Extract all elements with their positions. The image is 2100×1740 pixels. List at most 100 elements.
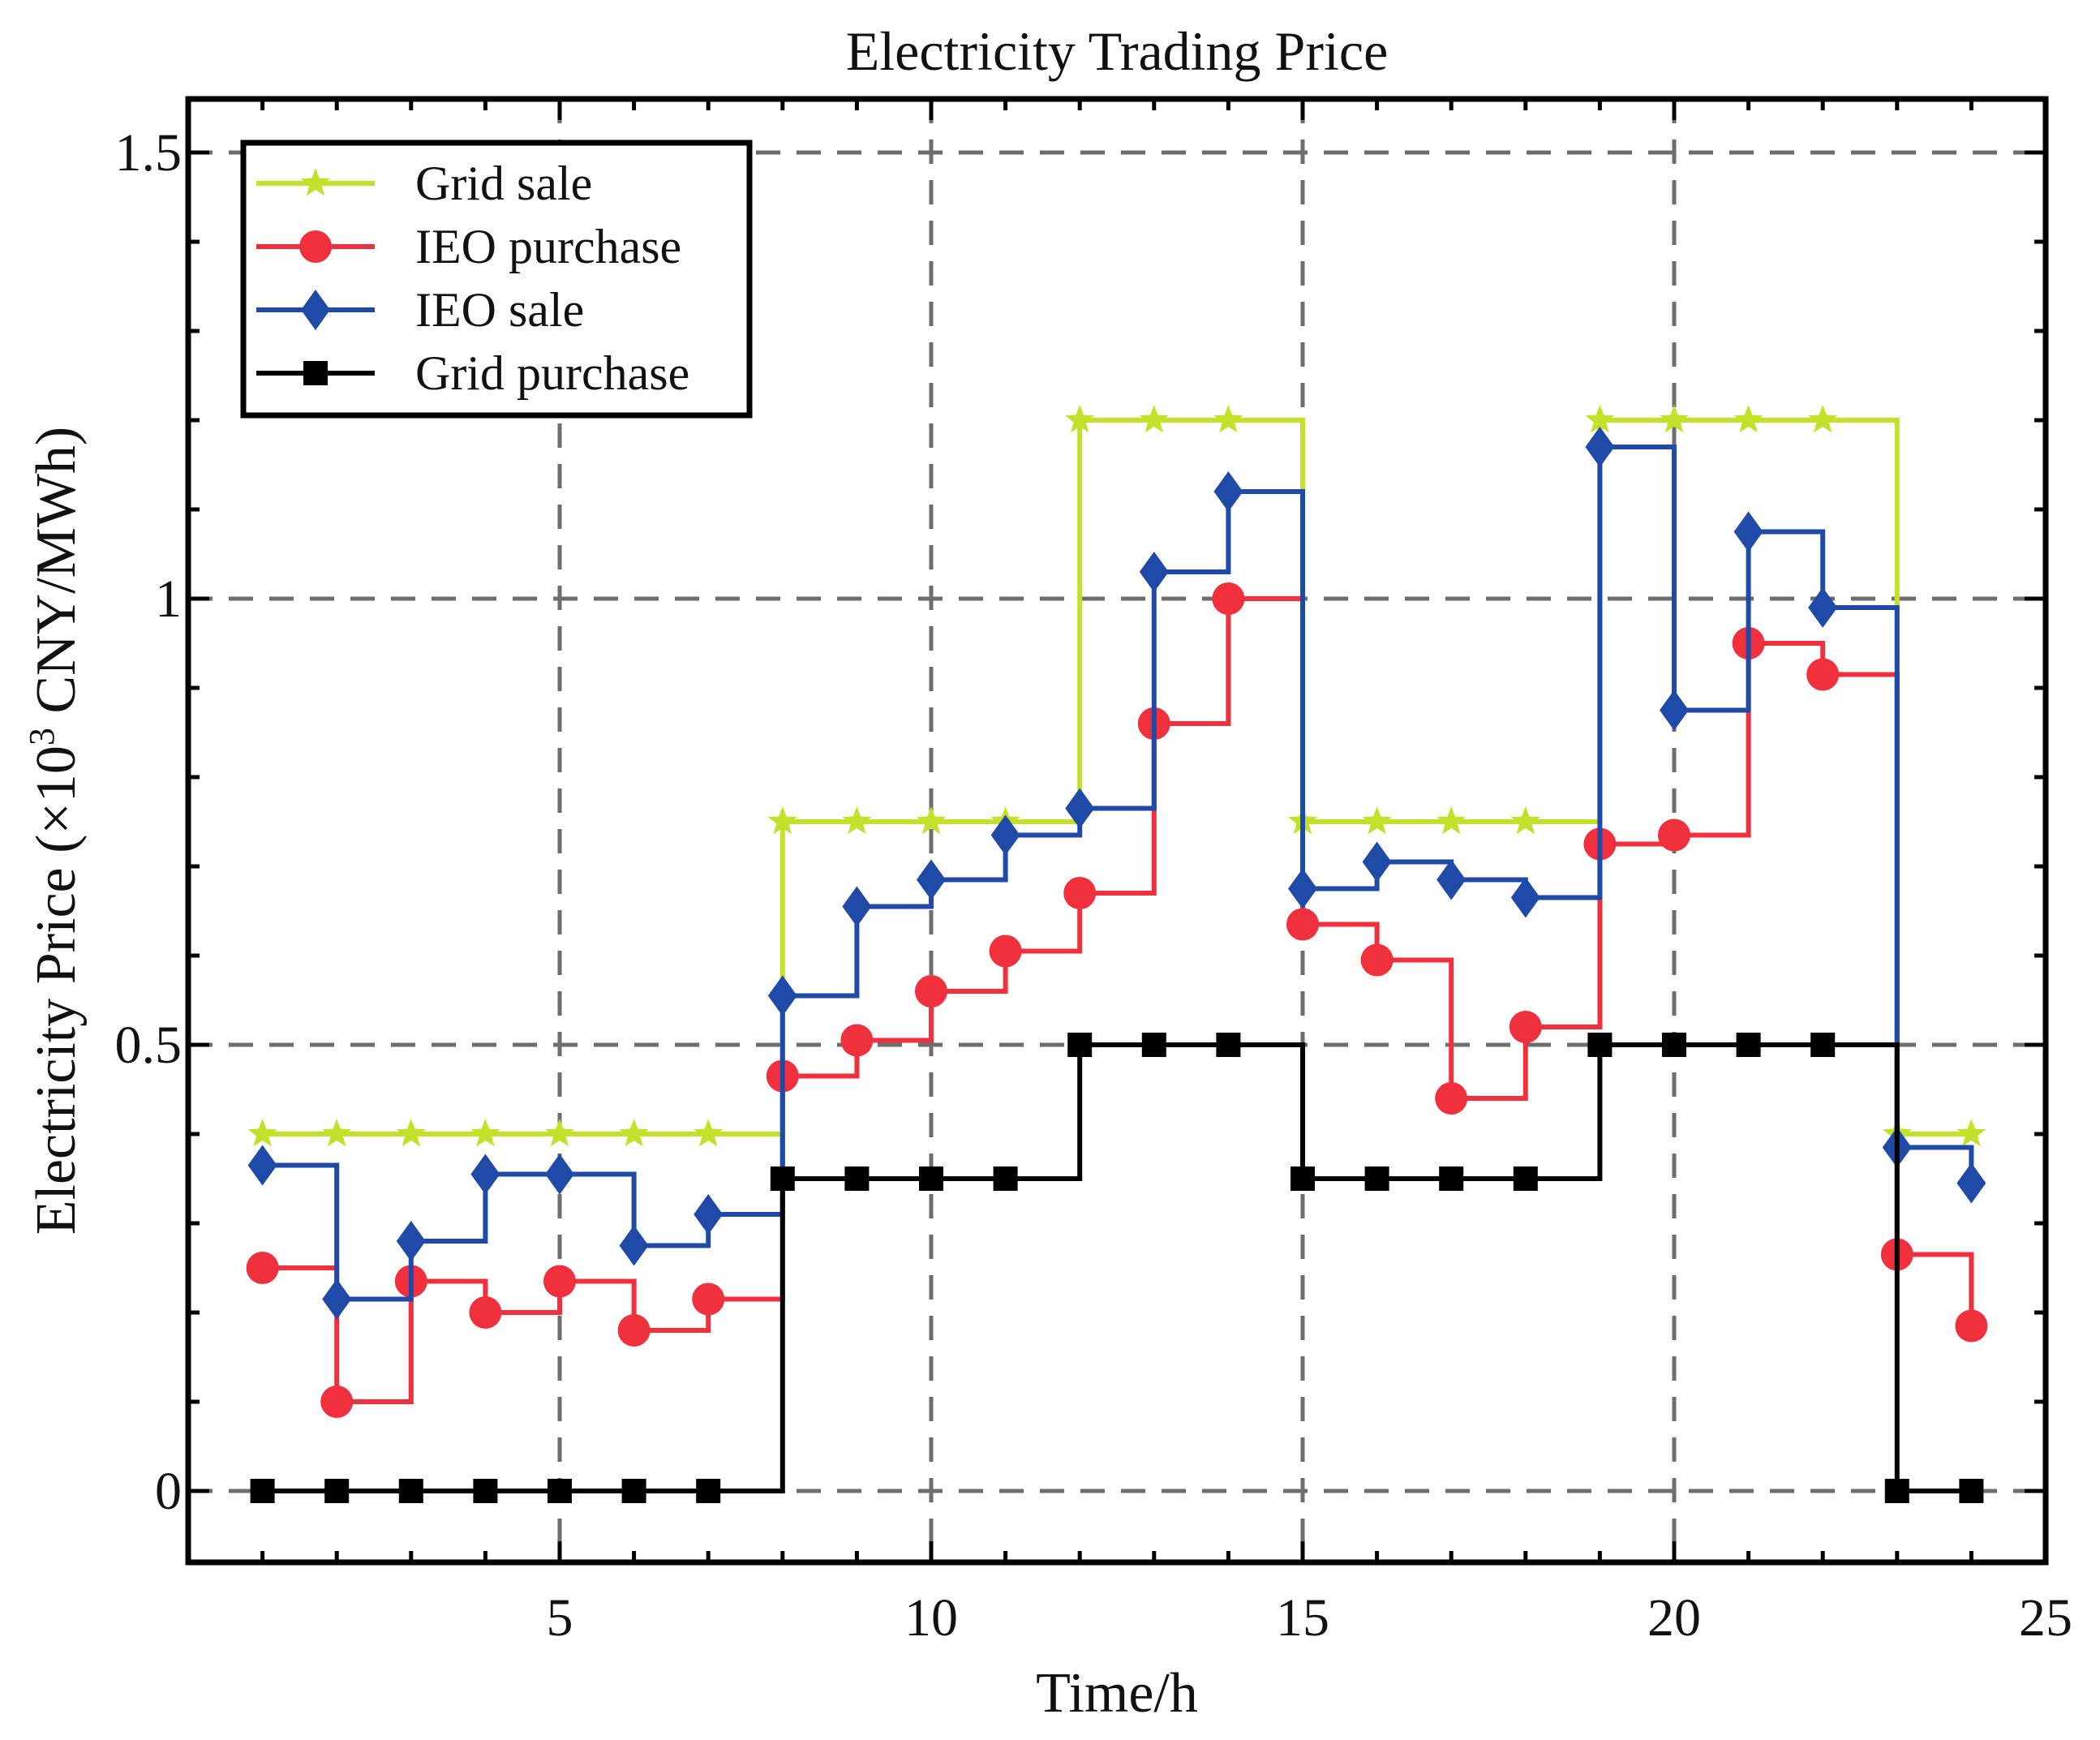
grid-sale-point (322, 1119, 352, 1147)
y-tick-label: 0.5 (115, 1016, 183, 1075)
x-tick-label: 25 (2019, 1588, 2072, 1648)
grid-purchase-point (1439, 1166, 1464, 1191)
grid-purchase-point (1662, 1033, 1686, 1057)
ieo-purchase-point (915, 975, 947, 1007)
grid-purchase-point (1364, 1166, 1389, 1191)
ieo-sale-point (247, 1145, 277, 1186)
ieo-sale-point (1437, 859, 1467, 900)
y-axis-title-prefix: Electricity Price (×10 (25, 745, 88, 1235)
grid-sale-point (1437, 806, 1467, 835)
grid-purchase-point (398, 1479, 423, 1503)
grid-sale-point (544, 1119, 575, 1147)
legend-swatch-marker (303, 361, 328, 385)
ieo-sale-point (1956, 1162, 1986, 1204)
ieo-purchase-point (1212, 582, 1245, 615)
legend-label: IEO purchase (415, 220, 681, 273)
legend: Grid sale IEO purchase IEO sale Grid purcha… (240, 140, 753, 419)
grid-purchase-point (1216, 1033, 1241, 1057)
x-tick-label: 10 (904, 1588, 958, 1648)
y-axis-title: Electricity Price (×103 CNY/MWh) (22, 427, 88, 1235)
chart-title: Electricity Trading Price (846, 20, 1389, 82)
grid-purchase-point (548, 1479, 572, 1503)
ieo-purchase-point (1658, 818, 1690, 852)
ieo-sale-point (396, 1221, 426, 1261)
grid-purchase-point (1810, 1033, 1836, 1057)
ieo-purchase-point (1360, 943, 1394, 977)
data-series (246, 405, 1988, 1503)
grid-purchase-point (844, 1166, 870, 1191)
legend-item-grid-sale: Grid sale (256, 157, 592, 210)
grid-purchase-point (993, 1166, 1018, 1191)
series-ieo-sale (247, 427, 1986, 1320)
x-axis-title: Time/h (1036, 1662, 1198, 1725)
ieo-purchase-point (320, 1386, 354, 1418)
grid-sale-point (1510, 806, 1540, 835)
grid-purchase-point (1513, 1166, 1538, 1191)
ieo-purchase-point (1509, 1011, 1542, 1043)
grid-purchase-point (473, 1479, 498, 1503)
legend-label: Grid purchase (415, 346, 689, 400)
ieo-sale-point (1288, 868, 1317, 909)
ieo-sale-point (470, 1154, 500, 1195)
grid-purchase-point (770, 1166, 795, 1191)
grid-sale-point (1065, 405, 1095, 433)
grid-sale-point (767, 806, 797, 835)
ieo-sale-point (1808, 587, 1838, 628)
legend-item-ieo-purchase: IEO purchase (256, 220, 681, 273)
grid-sale-point (470, 1119, 500, 1147)
ieo-sale-point (842, 886, 872, 927)
grid-sale-point (1659, 405, 1690, 433)
grid-purchase-point (919, 1166, 943, 1191)
grid-purchase-point (696, 1479, 721, 1503)
legend-swatch-marker (299, 230, 332, 263)
grid-purchase-point (250, 1479, 275, 1503)
ieo-purchase-point (1435, 1082, 1468, 1115)
ieo-purchase-point (1286, 908, 1319, 941)
legend-label: IEO sale (415, 283, 584, 337)
ieo-sale-point (1139, 552, 1169, 592)
grid-purchase-point (1884, 1479, 1909, 1503)
ieo-sale-point (917, 859, 946, 900)
ieo-purchase-point (617, 1314, 651, 1347)
legend-label: Grid sale (415, 157, 592, 210)
grid-sale-point (247, 1119, 277, 1147)
grid-purchase-point (1736, 1033, 1761, 1057)
grid-purchase-point (324, 1479, 350, 1503)
ieo-purchase-point (246, 1252, 279, 1284)
grid-sale-point (1733, 405, 1763, 433)
grid-sale-point (694, 1119, 724, 1147)
ieo-purchase-point (1063, 877, 1097, 909)
ieo-sale-line (262, 445, 1974, 1302)
ieo-sale-point (1362, 841, 1392, 883)
ieo-sale-point (694, 1194, 724, 1235)
x-tick-label: 15 (1276, 1588, 1329, 1648)
ieo-purchase-point (543, 1265, 576, 1298)
grid-sale-point (1585, 405, 1615, 433)
ieo-purchase-point (1806, 658, 1840, 691)
grid-sale-point (396, 1119, 426, 1147)
grid-purchase-point (1959, 1479, 1984, 1503)
ieo-sale-point (1065, 788, 1095, 829)
ieo-sale-point (767, 975, 797, 1016)
grid-sale-point (916, 806, 947, 835)
series-ieo-purchase (246, 582, 1988, 1418)
grid-sale-point (1213, 405, 1243, 433)
y-axis-title-suffix: CNY/MWh) (25, 427, 88, 728)
y-tick-label: 0 (155, 1462, 182, 1521)
x-tick-label: 5 (547, 1588, 573, 1648)
x-tick-label: 20 (1647, 1588, 1701, 1648)
ieo-sale-point (1585, 427, 1615, 467)
ieo-purchase-point (989, 934, 1022, 968)
grid-purchase-point (1290, 1166, 1315, 1191)
ieo-purchase-point (1955, 1309, 1988, 1343)
y-tick-label: 1 (155, 569, 182, 629)
ieo-sale-point (322, 1278, 352, 1320)
grid-sale-point (1808, 405, 1838, 433)
ieo-sale-point (1510, 877, 1540, 918)
grid-purchase-point (621, 1479, 646, 1503)
series-grid-purchase (250, 1033, 1984, 1503)
ieo-sale-point (990, 814, 1020, 856)
ieo-sale-point (545, 1154, 574, 1195)
grid-purchase-point (1067, 1033, 1093, 1057)
